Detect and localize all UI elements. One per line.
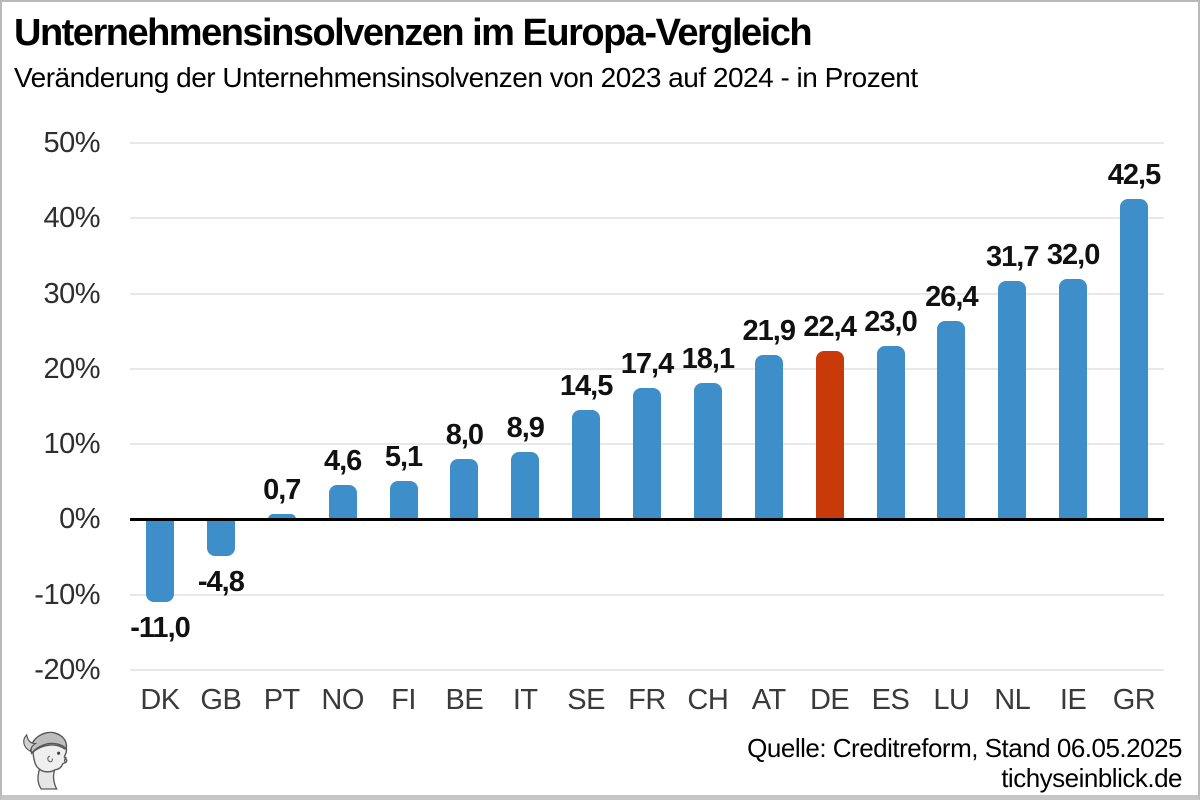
x-axis-label-BE: BE — [445, 684, 484, 716]
y-tick-label-50%: 50% — [43, 127, 100, 159]
plot-area: -11,0 -4,8 0,7 4,6 5,1 8,0 8,9 14,5 17,4 18,1 21,9… — [130, 142, 1164, 671]
gridline--20% — [130, 669, 1164, 671]
bar-value-label-SE: 14,5 — [559, 370, 613, 403]
bar-GB — [206, 519, 235, 556]
bar-value-label-PT: 0,7 — [263, 474, 301, 507]
bar-value-label-NL: 31,7 — [986, 240, 1039, 273]
bar-DK — [146, 519, 174, 603]
bar-value-label-CH: 18,1 — [681, 343, 735, 376]
bar-NL — [998, 280, 1027, 520]
bar-BE — [450, 459, 479, 520]
x-axis-label-GR: GR — [1112, 684, 1156, 716]
chart-title: Unternehmensinsolvenzen im Europa-Vergle… — [14, 12, 813, 54]
gridline-20% — [130, 367, 1164, 370]
x-axis-label-ES: ES — [871, 684, 910, 716]
x-axis-label-AT: AT — [751, 684, 786, 716]
x-axis-label-FR: FR — [628, 684, 666, 716]
gridline-30% — [130, 292, 1164, 295]
chart-subtitle: Veränderung der Unternehmensinsolvenzen … — [14, 62, 918, 93]
bar-SE — [572, 410, 601, 520]
bar-IE — [1059, 278, 1088, 520]
gridline-40% — [130, 217, 1164, 220]
bar-value-label-NO: 4,6 — [323, 444, 362, 477]
x-axis-label-NO: NO — [321, 684, 364, 716]
bar-PT — [267, 514, 296, 520]
zero-axis-line — [130, 517, 1164, 521]
y-tick-label-0%: 0% — [59, 503, 100, 536]
bar-value-label-IE: 32,0 — [1046, 238, 1100, 271]
bar-value-label-DK: -11,0 — [130, 612, 191, 645]
bar-FI — [389, 481, 418, 520]
bar-ES — [876, 346, 905, 520]
bar-DE — [815, 350, 844, 520]
x-axis-label-CH: CH — [687, 684, 729, 716]
x-axis-label-IE: IE — [1059, 684, 1087, 716]
bar-value-label-AT: 21,9 — [742, 314, 796, 347]
bar-value-label-ES: 23,0 — [864, 306, 917, 339]
y-tick-label--10%: -10% — [34, 578, 100, 611]
gridline-50% — [130, 142, 1164, 144]
y-tick-label-20%: 20% — [43, 352, 100, 385]
x-axis-label-FI: FI — [391, 684, 416, 716]
bar-value-label-BE: 8,0 — [445, 419, 484, 452]
bar-FR — [633, 388, 661, 520]
bar-value-label-IT: 8,9 — [506, 412, 545, 445]
y-tick-label-10%: 10% — [43, 428, 100, 461]
bar-GR — [1120, 199, 1148, 520]
x-axis-label-LU: LU — [933, 684, 970, 716]
x-axis-label-SE: SE — [567, 684, 605, 716]
bar-LU — [937, 320, 966, 520]
x-axis-label-NL: NL — [994, 684, 1031, 716]
x-axis-label-IT: IT — [512, 684, 538, 716]
hermes-logo-icon — [18, 727, 76, 793]
bar-NO — [328, 484, 357, 520]
y-tick-label-30%: 30% — [43, 277, 100, 310]
bar-AT — [754, 354, 783, 520]
x-axis-label-GB: GB — [200, 684, 242, 716]
bar-value-label-LU: 26,4 — [925, 280, 978, 313]
x-axis-label-DK: DK — [140, 684, 180, 716]
bar-value-label-FI: 5,1 — [384, 441, 423, 474]
bar-value-label-GR: 42,5 — [1107, 159, 1161, 192]
y-tick-label--20%: -20% — [34, 654, 100, 686]
bar-IT — [511, 452, 540, 520]
x-axis-label-PT: PT — [263, 684, 301, 716]
bar-value-label-GB: -4,8 — [197, 565, 245, 598]
bar-value-label-FR: 17,4 — [620, 348, 674, 381]
bar-CH — [693, 383, 722, 520]
bar-value-label-DE: 22,4 — [803, 310, 856, 343]
source-note: Quelle: Creditreform, Stand 06.05.2025 — [747, 733, 1182, 763]
y-tick-label-40%: 40% — [43, 202, 100, 235]
site-link[interactable]: tichyseinblick.de — [1001, 763, 1182, 793]
x-axis-label-DE: DE — [809, 684, 850, 716]
gridline--10% — [130, 593, 1164, 596]
